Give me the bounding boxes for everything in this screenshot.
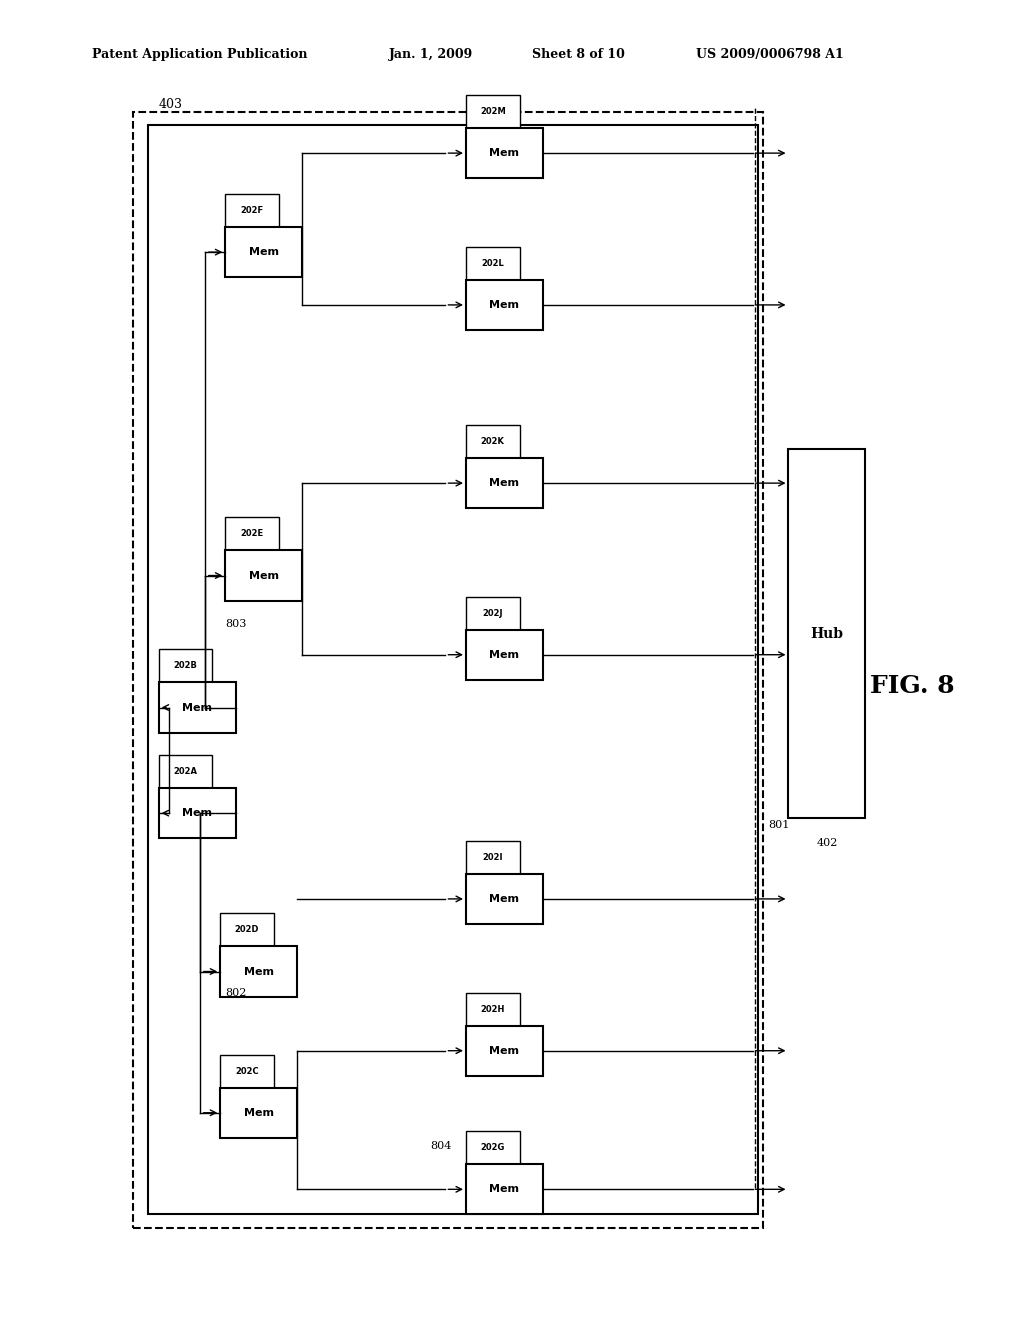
Bar [466, 841, 520, 874]
Bar [788, 449, 865, 818]
Text: 202G: 202G [480, 1143, 505, 1152]
Bar [466, 1026, 543, 1076]
Bar [159, 755, 213, 788]
Bar [159, 788, 236, 838]
Text: Mem: Mem [489, 1045, 519, 1056]
Text: Hub: Hub [810, 627, 844, 640]
Text: Mem: Mem [249, 247, 279, 257]
Text: Mem: Mem [249, 570, 279, 581]
Text: 202E: 202E [241, 529, 264, 539]
Text: Mem: Mem [182, 702, 212, 713]
Bar [466, 95, 520, 128]
Bar [466, 128, 543, 178]
Text: 202A: 202A [174, 767, 198, 776]
Bar [225, 227, 302, 277]
Text: Mem: Mem [489, 1184, 519, 1195]
Text: 202M: 202M [480, 107, 506, 116]
Text: 202B: 202B [174, 661, 198, 671]
Text: 202J: 202J [482, 609, 503, 618]
Text: 202K: 202K [481, 437, 505, 446]
Text: 202C: 202C [236, 1067, 259, 1076]
Text: Mem: Mem [489, 894, 519, 904]
Text: Mem: Mem [489, 478, 519, 488]
Text: Jan. 1, 2009: Jan. 1, 2009 [389, 48, 473, 61]
Bar [220, 1055, 274, 1088]
Bar [225, 194, 279, 227]
Bar [159, 682, 236, 733]
Text: 403: 403 [159, 98, 182, 111]
Bar [159, 649, 213, 682]
Text: 802: 802 [225, 987, 247, 998]
Bar [466, 458, 543, 508]
Bar [220, 913, 274, 946]
Text: 803: 803 [225, 619, 247, 630]
Bar [466, 993, 520, 1026]
Bar [225, 550, 302, 601]
Text: Mem: Mem [489, 148, 519, 158]
Bar [466, 1131, 520, 1164]
Bar [225, 517, 279, 550]
Text: US 2009/0006798 A1: US 2009/0006798 A1 [696, 48, 844, 61]
Text: Sheet 8 of 10: Sheet 8 of 10 [532, 48, 626, 61]
Bar [220, 946, 297, 997]
Bar [220, 1088, 297, 1138]
Text: Mem: Mem [182, 808, 212, 818]
Text: 804: 804 [430, 1140, 452, 1151]
Bar [466, 630, 543, 680]
Text: 202L: 202L [481, 259, 504, 268]
Bar [466, 874, 543, 924]
Text: Mem: Mem [244, 966, 273, 977]
Text: 202I: 202I [482, 853, 503, 862]
Text: Mem: Mem [489, 649, 519, 660]
Text: 801: 801 [768, 820, 790, 830]
Text: 202H: 202H [480, 1005, 505, 1014]
Text: 202D: 202D [234, 925, 259, 935]
Text: Mem: Mem [244, 1107, 273, 1118]
Bar [466, 247, 520, 280]
Text: Patent Application Publication: Patent Application Publication [92, 48, 307, 61]
Bar [133, 112, 763, 1228]
Bar [466, 597, 520, 630]
Bar [148, 125, 758, 1214]
Text: Mem: Mem [489, 300, 519, 310]
Bar [466, 1164, 543, 1214]
Bar [466, 425, 520, 458]
Text: 202F: 202F [241, 206, 264, 215]
Text: FIG. 8: FIG. 8 [870, 675, 955, 698]
Bar [466, 280, 543, 330]
Text: 402: 402 [816, 838, 838, 849]
